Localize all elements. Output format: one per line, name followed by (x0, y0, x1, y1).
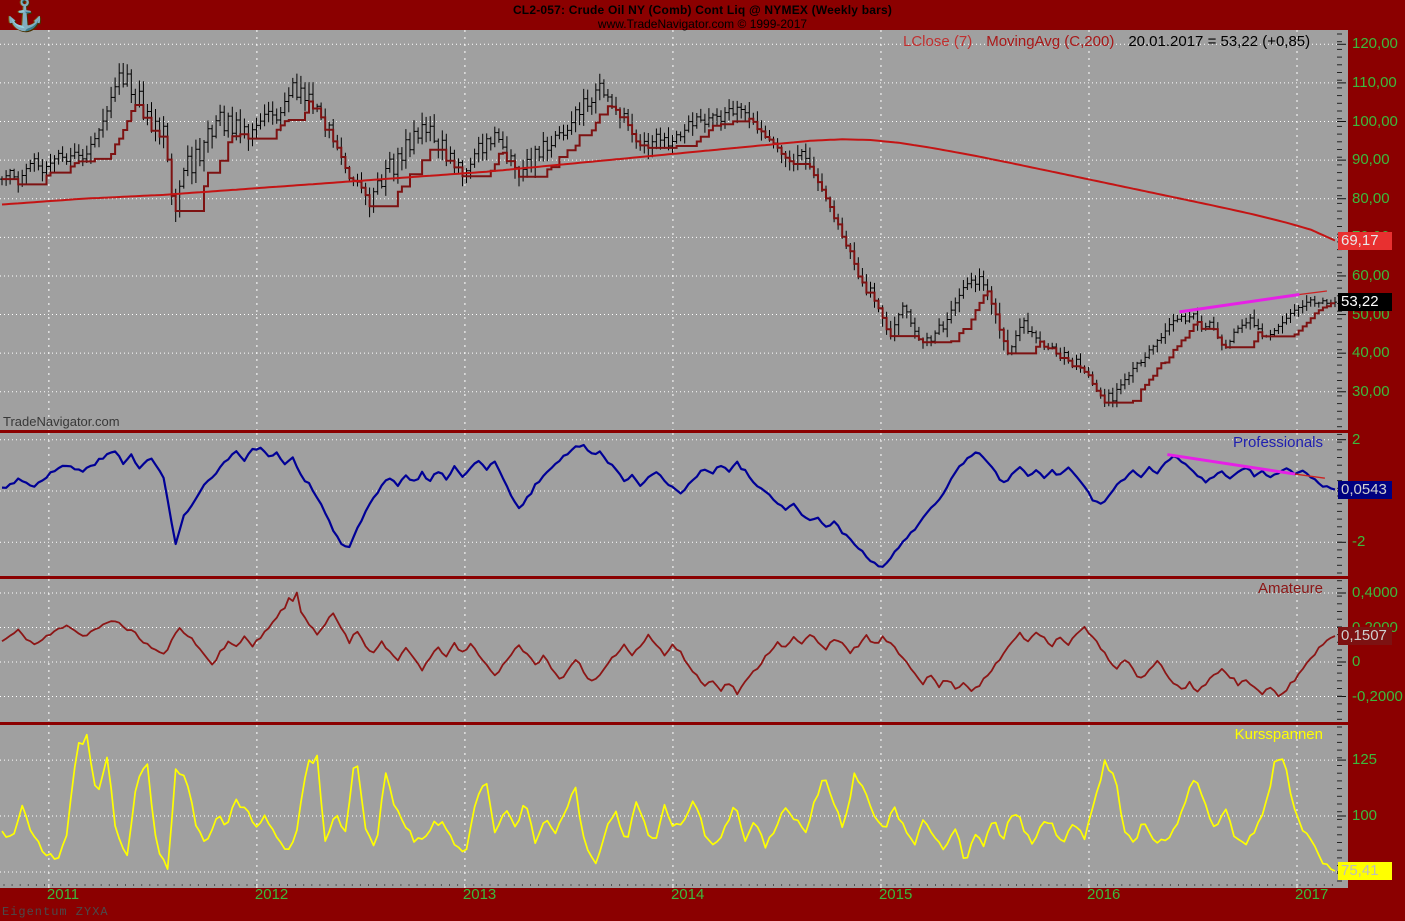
professionals-line (1, 443, 1336, 568)
legend-lclose: LClose (7) (903, 33, 973, 50)
indicator-legend: LClose (7) MovingAvg (C,200) 20.01.2017 … (903, 33, 1310, 50)
anchor-logo-icon: ⚓ (6, 0, 44, 32)
trendline (1179, 292, 1300, 314)
trendline-extension (1294, 473, 1325, 479)
tradenavigator-watermark: TradeNavigator.com (3, 414, 120, 429)
title-bar: CL2-057: Crude Oil NY (Comb) Cont Liq @ … (0, 0, 1405, 31)
chart-subtitle: www.TradeNavigator.com © 1999-2017 (597, 17, 808, 31)
legend-movingavg: MovingAvg (C,200) (986, 33, 1115, 50)
amateure-line (1, 591, 1336, 698)
panel-label-amateure: Amateure (1257, 580, 1323, 597)
panel-label-kursspannen: Kursspannen (1234, 726, 1323, 743)
trendline (1167, 453, 1296, 476)
lclose-step-line (2, 100, 1335, 404)
legend-quote-value: 20.01.2017 = 53,22 (+0,85) (1128, 33, 1311, 50)
kursspannen-line (1, 733, 1336, 872)
ownership-note: Eigentum ZYXA (2, 905, 109, 919)
chart-title: CL2-057: Crude Oil NY (Comb) Cont Liq @ … (512, 3, 893, 17)
panel-separator (0, 430, 1348, 433)
panel-separator (0, 722, 1348, 725)
panel-label-professionals: Professionals (1232, 434, 1323, 451)
chart-background (0, 30, 1348, 888)
price-line (1, 138, 1336, 242)
trendline-extension (1299, 290, 1327, 296)
panel-separator (0, 576, 1348, 579)
